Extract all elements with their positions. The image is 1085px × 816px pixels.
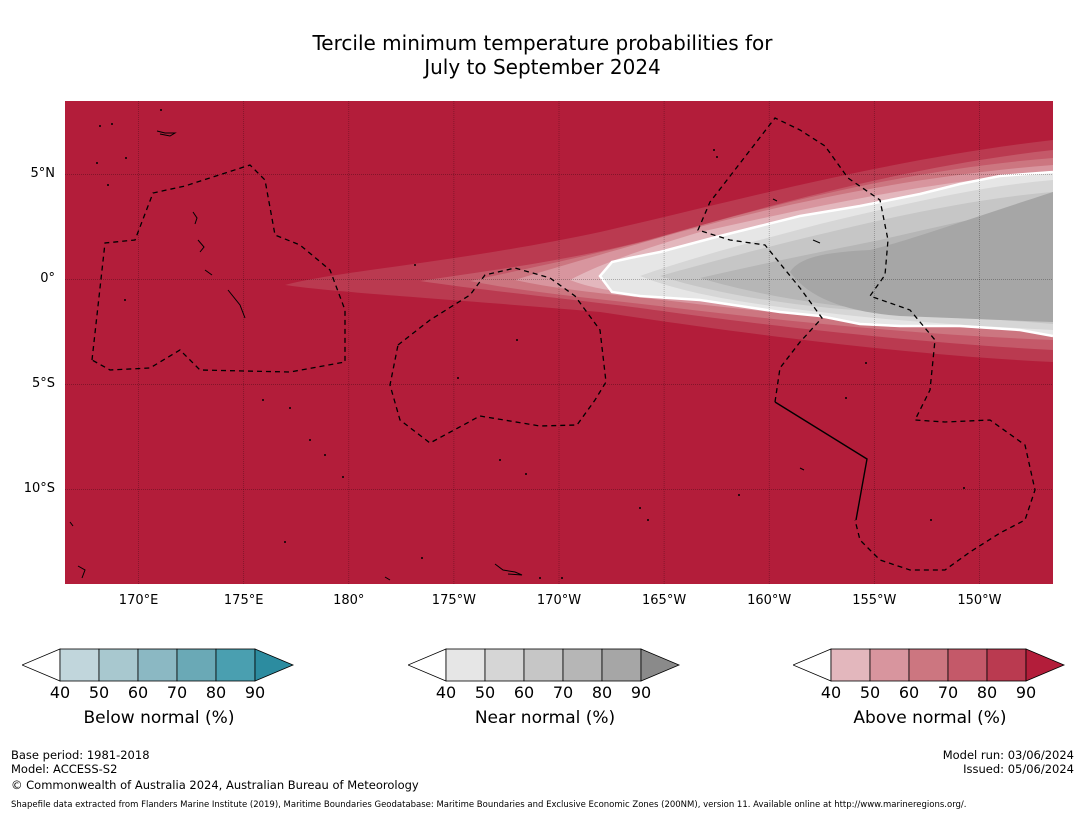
title-line-2: July to September 2024	[424, 55, 661, 79]
colorbar-segment	[215, 648, 256, 682]
colorbar-tick-label: 60	[513, 683, 535, 702]
eez-boundary-west	[91, 164, 346, 373]
base-period: Base period: 1981-2018	[11, 748, 150, 762]
island	[192, 211, 198, 225]
colorbar-upper-extension	[254, 648, 295, 682]
copyright: © Commonwealth of Australia 2024, Austra…	[11, 778, 419, 792]
below-normal-colorbar	[22, 648, 295, 682]
lon-tick-label: 175°E	[223, 593, 264, 608]
eez-boundary-east	[697, 117, 1036, 571]
lon-tick-label: 155°W	[852, 593, 897, 608]
colorbar-lower-extension	[22, 648, 61, 682]
colorbar-segment	[59, 648, 100, 682]
island	[812, 239, 821, 244]
colorbar-upper-extension	[640, 648, 681, 682]
island	[156, 130, 177, 137]
island	[799, 467, 805, 471]
colorbar-segment	[137, 648, 178, 682]
lat-tick-label: 5°S	[31, 375, 55, 391]
island	[227, 289, 246, 319]
island-dots	[96, 109, 965, 579]
colorbar-segment	[176, 648, 217, 682]
island	[197, 239, 205, 253]
model-name: Model: ACCESS-S2	[11, 762, 118, 776]
colorbar-segment	[98, 648, 139, 682]
colorbar-segment	[562, 648, 603, 682]
map-area	[65, 101, 1053, 584]
colorbar-lower-extension	[793, 648, 832, 682]
colorbar-segment	[947, 648, 988, 682]
colorbar-tick-label: 40	[49, 683, 71, 702]
above-normal-colorbar	[793, 648, 1066, 682]
colorbar-tick-label: 90	[244, 683, 266, 702]
colorbar-segment	[523, 648, 564, 682]
near-normal-colorbar-title: Near normal (%)	[474, 708, 616, 728]
island	[69, 521, 74, 527]
island	[494, 563, 523, 576]
colorbar-tick-label: 80	[976, 683, 998, 702]
colorbar-tick-label: 50	[859, 683, 881, 702]
island	[77, 565, 86, 579]
footer-left: Base period: 1981-2018 Model: ACCESS-S2 …	[11, 748, 419, 792]
lat-tick-label: 5°N	[30, 165, 56, 181]
colorbar-segment	[908, 648, 949, 682]
colorbar-tick-label: 70	[552, 683, 574, 702]
colorbar-tick-label: 40	[820, 683, 842, 702]
title-line-1: Tercile minimum temperature probabilitie…	[312, 31, 773, 55]
gridlines	[65, 101, 1053, 584]
lon-tick-label: 180°	[333, 593, 365, 608]
lat-tick-label: 10°S	[23, 480, 55, 496]
eez-boundaries	[91, 117, 1036, 571]
shapefile-credit: Shapefile data extracted from Flanders M…	[11, 800, 967, 810]
colorbar-tick-label: 70	[937, 683, 959, 702]
colorbar-segment	[986, 648, 1027, 682]
near-normal-boundary	[598, 170, 1053, 338]
colorbar-segment	[869, 648, 910, 682]
colorbar-tick-label: 80	[205, 683, 227, 702]
near-normal-80-region	[790, 192, 1053, 322]
lat-tick-label: 0°	[40, 270, 55, 286]
lon-tick-label: 150°W	[957, 593, 1002, 608]
colorbar-tick-label: 80	[591, 683, 613, 702]
issued-date: Issued: 05/06/2024	[963, 762, 1074, 776]
colorbar-tick-label: 50	[88, 683, 110, 702]
colorbar-segment	[445, 648, 486, 682]
below-normal-colorbar-title: Below normal (%)	[83, 708, 235, 728]
colorbar-tick-label: 60	[127, 683, 149, 702]
lon-tick-label: 170°E	[118, 593, 159, 608]
colorbar-tick-label: 70	[166, 683, 188, 702]
island	[384, 576, 391, 581]
chart-title: Tercile minimum temperature probabilitie…	[0, 31, 1085, 79]
colorbar-tick-label: 90	[1015, 683, 1037, 702]
colorbar-upper-extension	[1025, 648, 1066, 682]
lon-tick-label: 170°W	[536, 593, 582, 608]
near-normal-colorbar	[408, 648, 681, 682]
island	[204, 269, 213, 276]
colorbar-tick-label: 90	[630, 683, 652, 702]
footer-right: Model run: 03/06/2024 Issued: 05/06/2024	[943, 748, 1074, 776]
colorbar-segment	[830, 648, 871, 682]
colorbar-tick-label: 50	[474, 683, 496, 702]
lon-tick-label: 165°W	[642, 593, 687, 608]
solid-boundary	[774, 401, 868, 521]
model-run: Model run: 03/06/2024	[942, 748, 1074, 762]
above-normal-colorbar-title: Above normal (%)	[853, 708, 1007, 728]
lon-tick-label: 175°W	[431, 593, 476, 608]
colorbar-tick-label: 60	[898, 683, 920, 702]
colorbar-lower-extension	[408, 648, 447, 682]
island	[772, 198, 778, 202]
colorbar-segment	[601, 648, 642, 682]
lon-tick-label: 160°W	[747, 593, 792, 608]
eez-boundary-central	[389, 267, 607, 444]
colorbar-tick-label: 40	[435, 683, 457, 702]
islands	[69, 130, 821, 581]
colorbar-segment	[484, 648, 525, 682]
